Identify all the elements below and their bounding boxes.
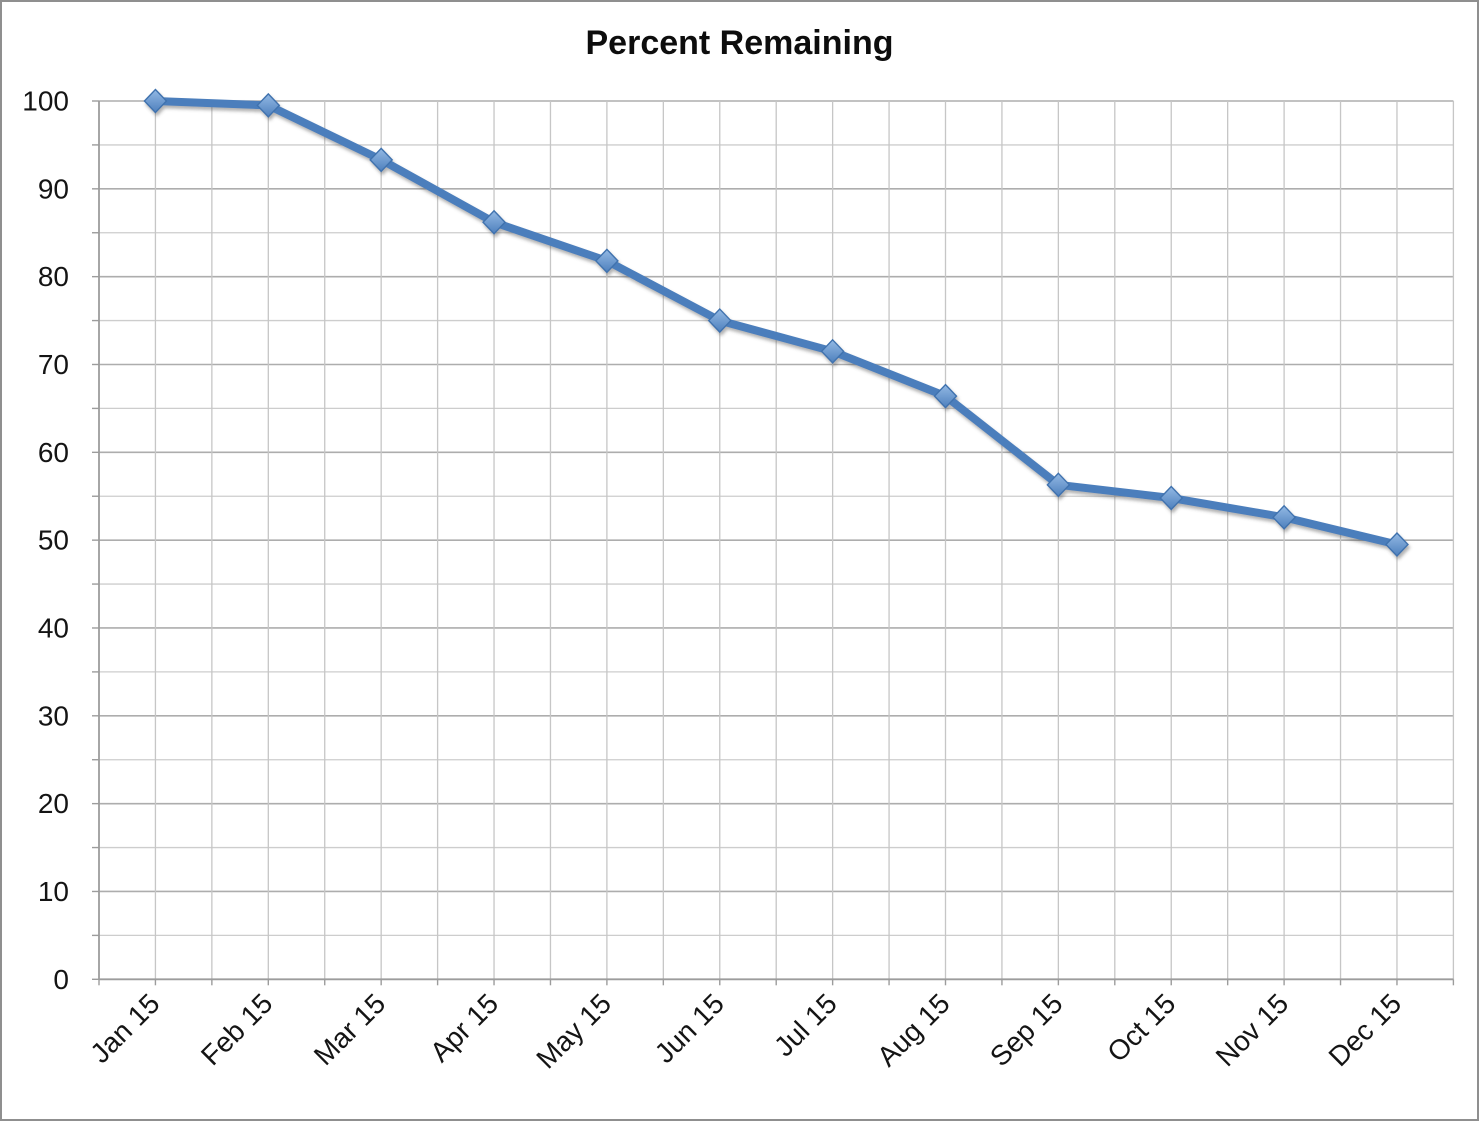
y-axis-tick-label: 90 xyxy=(38,173,69,204)
y-axis-tick-label: 50 xyxy=(38,525,69,556)
data-point-marker xyxy=(256,92,281,118)
y-axis-tick-label: 30 xyxy=(38,700,69,731)
data-point-marker xyxy=(143,88,168,114)
series-line xyxy=(151,97,1401,549)
data-point-marker xyxy=(594,248,619,274)
axis-labels: 0 10 20 30 40 50 60 70 80 90 100 Jan 15 Feb 15 Mar 15… xyxy=(22,86,1407,1075)
data-point-marker xyxy=(369,147,394,173)
x-axis-category-label: Dec 15 xyxy=(1323,988,1408,1073)
data-point-marker xyxy=(1159,485,1184,511)
data-point-marker xyxy=(820,338,845,364)
y-axis-tick-label: 40 xyxy=(38,612,69,643)
axis-ticks xyxy=(92,100,1455,986)
x-axis-category-label: May 15 xyxy=(530,988,617,1075)
y-axis-tick-label: 10 xyxy=(38,876,69,907)
y-axis-tick-label: 80 xyxy=(38,261,69,292)
data-series xyxy=(143,88,1409,558)
x-axis-category-label: Sep 15 xyxy=(984,988,1069,1073)
data-point-marker xyxy=(933,383,958,409)
x-axis-category-label: Jun 15 xyxy=(649,988,730,1069)
y-axis-tick-label: 70 xyxy=(38,349,69,380)
y-axis-tick-label: 0 xyxy=(53,964,69,995)
data-point-marker xyxy=(707,308,732,334)
data-point-marker xyxy=(482,209,507,235)
y-axis-tick-label: 20 xyxy=(38,788,69,819)
data-point-marker xyxy=(1385,532,1409,558)
x-axis-category-label: Feb 15 xyxy=(195,988,279,1072)
x-axis-category-label: Oct 15 xyxy=(1101,988,1181,1068)
x-axis-category-label: Nov 15 xyxy=(1210,988,1295,1073)
y-axis-tick-label: 60 xyxy=(38,437,69,468)
x-axis-category-label: Apr 15 xyxy=(424,988,504,1068)
x-axis-category-label: Jan 15 xyxy=(84,988,165,1069)
y-axis-tick-label: 100 xyxy=(22,86,69,117)
x-axis-category-label: Aug 15 xyxy=(871,988,956,1073)
data-point-marker xyxy=(1046,472,1071,498)
chart-title: Percent Remaining xyxy=(585,24,894,62)
gridlines xyxy=(99,100,1455,980)
x-axis-category-label: Mar 15 xyxy=(308,988,392,1072)
data-point-marker xyxy=(1272,504,1297,530)
x-axis-category-label: Jul 15 xyxy=(768,988,843,1063)
